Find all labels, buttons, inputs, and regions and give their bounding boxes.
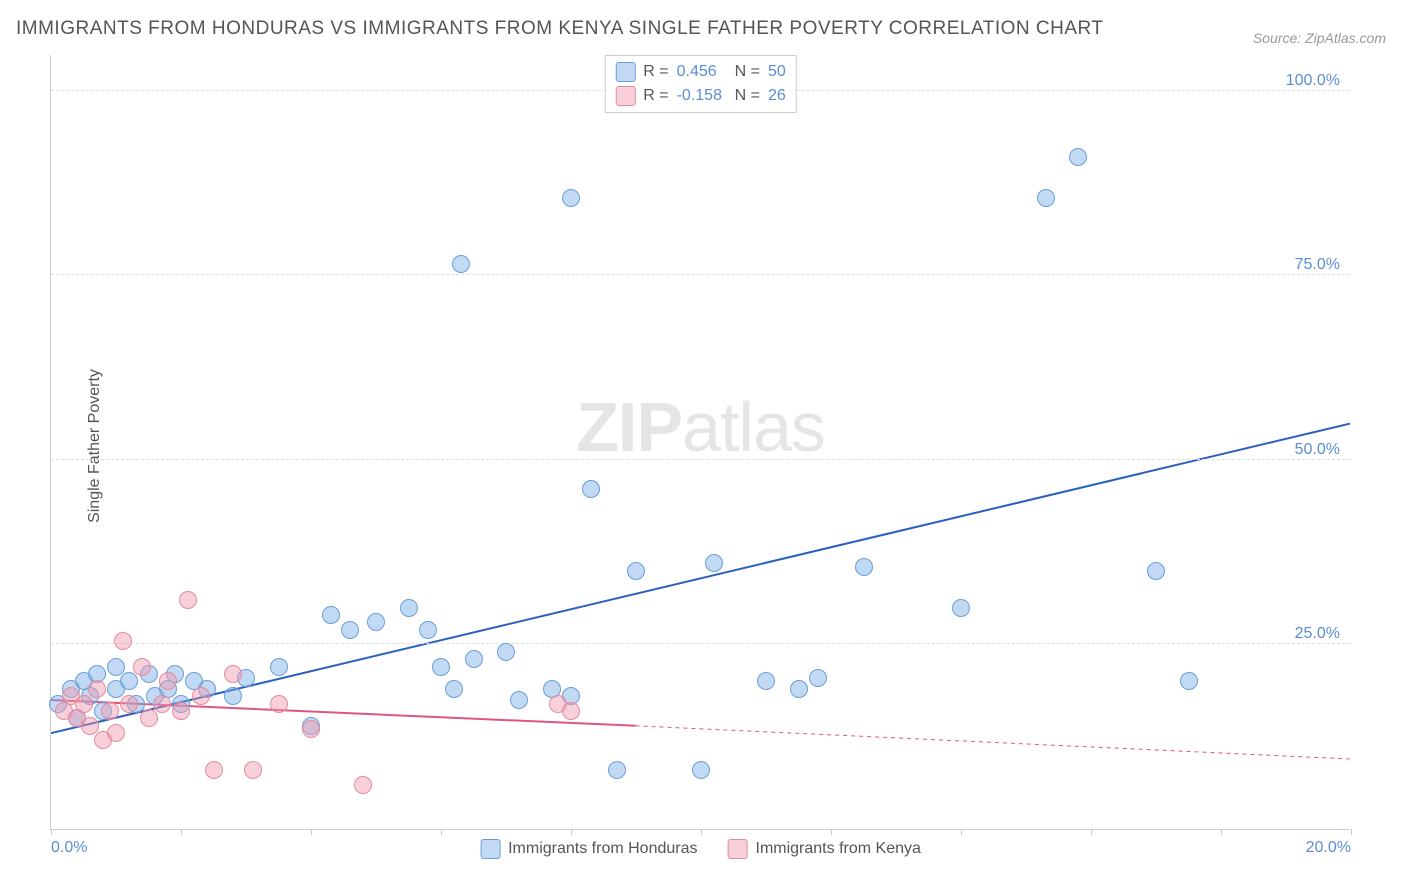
point-honduras (400, 599, 418, 617)
x-tick-mark (1091, 829, 1092, 835)
x-tick-label: 20.0% (1306, 839, 1351, 857)
legend-row-honduras: R = 0.456 N = 50 (615, 60, 785, 84)
point-honduras (1180, 672, 1198, 690)
point-kenya (172, 702, 190, 720)
point-honduras (582, 480, 600, 498)
r-value-honduras: 0.456 (677, 63, 727, 81)
point-honduras (855, 558, 873, 576)
y-tick-label: 25.0% (1295, 625, 1340, 643)
x-tick-mark (1221, 829, 1222, 835)
legend-swatch-honduras (615, 62, 635, 82)
point-kenya (302, 720, 320, 738)
watermark-atlas: atlas (682, 388, 825, 466)
x-tick-mark (51, 829, 52, 835)
watermark-zip: ZIP (576, 388, 682, 466)
watermark: ZIPatlas (576, 387, 825, 467)
legend-bottom-honduras: Immigrants from Honduras (480, 839, 697, 859)
point-honduras (790, 680, 808, 698)
legend-swatch-kenya (615, 86, 635, 106)
point-honduras (1147, 562, 1165, 580)
point-honduras (562, 189, 580, 207)
point-kenya (159, 672, 177, 690)
point-honduras (107, 658, 125, 676)
x-tick-mark (701, 829, 702, 835)
legend-swatch-bottom-honduras (480, 839, 500, 859)
point-kenya (107, 724, 125, 742)
point-honduras (270, 658, 288, 676)
x-tick-mark (961, 829, 962, 835)
x-tick-mark (181, 829, 182, 835)
r-value-kenya: -0.158 (677, 87, 727, 105)
point-kenya (192, 687, 210, 705)
point-honduras (419, 621, 437, 639)
point-kenya (354, 776, 372, 794)
point-kenya (224, 665, 242, 683)
point-honduras (952, 599, 970, 617)
point-honduras (627, 562, 645, 580)
point-honduras (757, 672, 775, 690)
source-label: Source: ZipAtlas.com (1253, 30, 1386, 46)
point-kenya (114, 632, 132, 650)
n-value-kenya: 26 (768, 87, 786, 105)
point-kenya (179, 591, 197, 609)
legend-bottom-kenya: Immigrants from Kenya (728, 839, 921, 859)
legend-swatch-bottom-kenya (728, 839, 748, 859)
x-tick-mark (441, 829, 442, 835)
point-kenya (270, 695, 288, 713)
y-tick-label: 75.0% (1295, 256, 1340, 274)
point-honduras (224, 687, 242, 705)
point-honduras (497, 643, 515, 661)
point-honduras (445, 680, 463, 698)
point-honduras (367, 613, 385, 631)
point-honduras (465, 650, 483, 668)
point-honduras (692, 761, 710, 779)
point-kenya (140, 709, 158, 727)
plot-area: ZIPatlas R = 0.456 N = 50 R = -0.158 N =… (50, 55, 1350, 830)
point-kenya (244, 761, 262, 779)
gridline (51, 274, 1350, 275)
trend-lines (51, 55, 1350, 829)
n-value-honduras: 50 (768, 63, 786, 81)
x-tick-mark (1351, 829, 1352, 835)
x-tick-mark (311, 829, 312, 835)
point-kenya (81, 717, 99, 735)
point-kenya (75, 695, 93, 713)
x-tick-mark (571, 829, 572, 835)
point-honduras (1069, 148, 1087, 166)
gridline (51, 643, 1350, 644)
point-honduras (432, 658, 450, 676)
gridline (51, 459, 1350, 460)
legend-bottom: Immigrants from Honduras Immigrants from… (480, 839, 921, 859)
legend-row-kenya: R = -0.158 N = 26 (615, 84, 785, 108)
x-tick-mark (831, 829, 832, 835)
point-kenya (120, 695, 138, 713)
legend-top: R = 0.456 N = 50 R = -0.158 N = 26 (604, 55, 796, 113)
point-kenya (562, 702, 580, 720)
point-kenya (101, 702, 119, 720)
y-tick-label: 50.0% (1295, 441, 1340, 459)
y-tick-label: 100.0% (1286, 72, 1340, 90)
x-tick-label: 0.0% (51, 839, 87, 857)
point-kenya (153, 695, 171, 713)
point-honduras (120, 672, 138, 690)
point-honduras (809, 669, 827, 687)
point-honduras (608, 761, 626, 779)
point-kenya (133, 658, 151, 676)
point-honduras (705, 554, 723, 572)
point-kenya (205, 761, 223, 779)
chart-container: IMMIGRANTS FROM HONDURAS VS IMMIGRANTS F… (0, 0, 1406, 892)
chart-title: IMMIGRANTS FROM HONDURAS VS IMMIGRANTS F… (16, 18, 1104, 40)
point-kenya (88, 680, 106, 698)
point-honduras (1037, 189, 1055, 207)
point-honduras (452, 255, 470, 273)
point-honduras (510, 691, 528, 709)
point-honduras (341, 621, 359, 639)
point-honduras (322, 606, 340, 624)
